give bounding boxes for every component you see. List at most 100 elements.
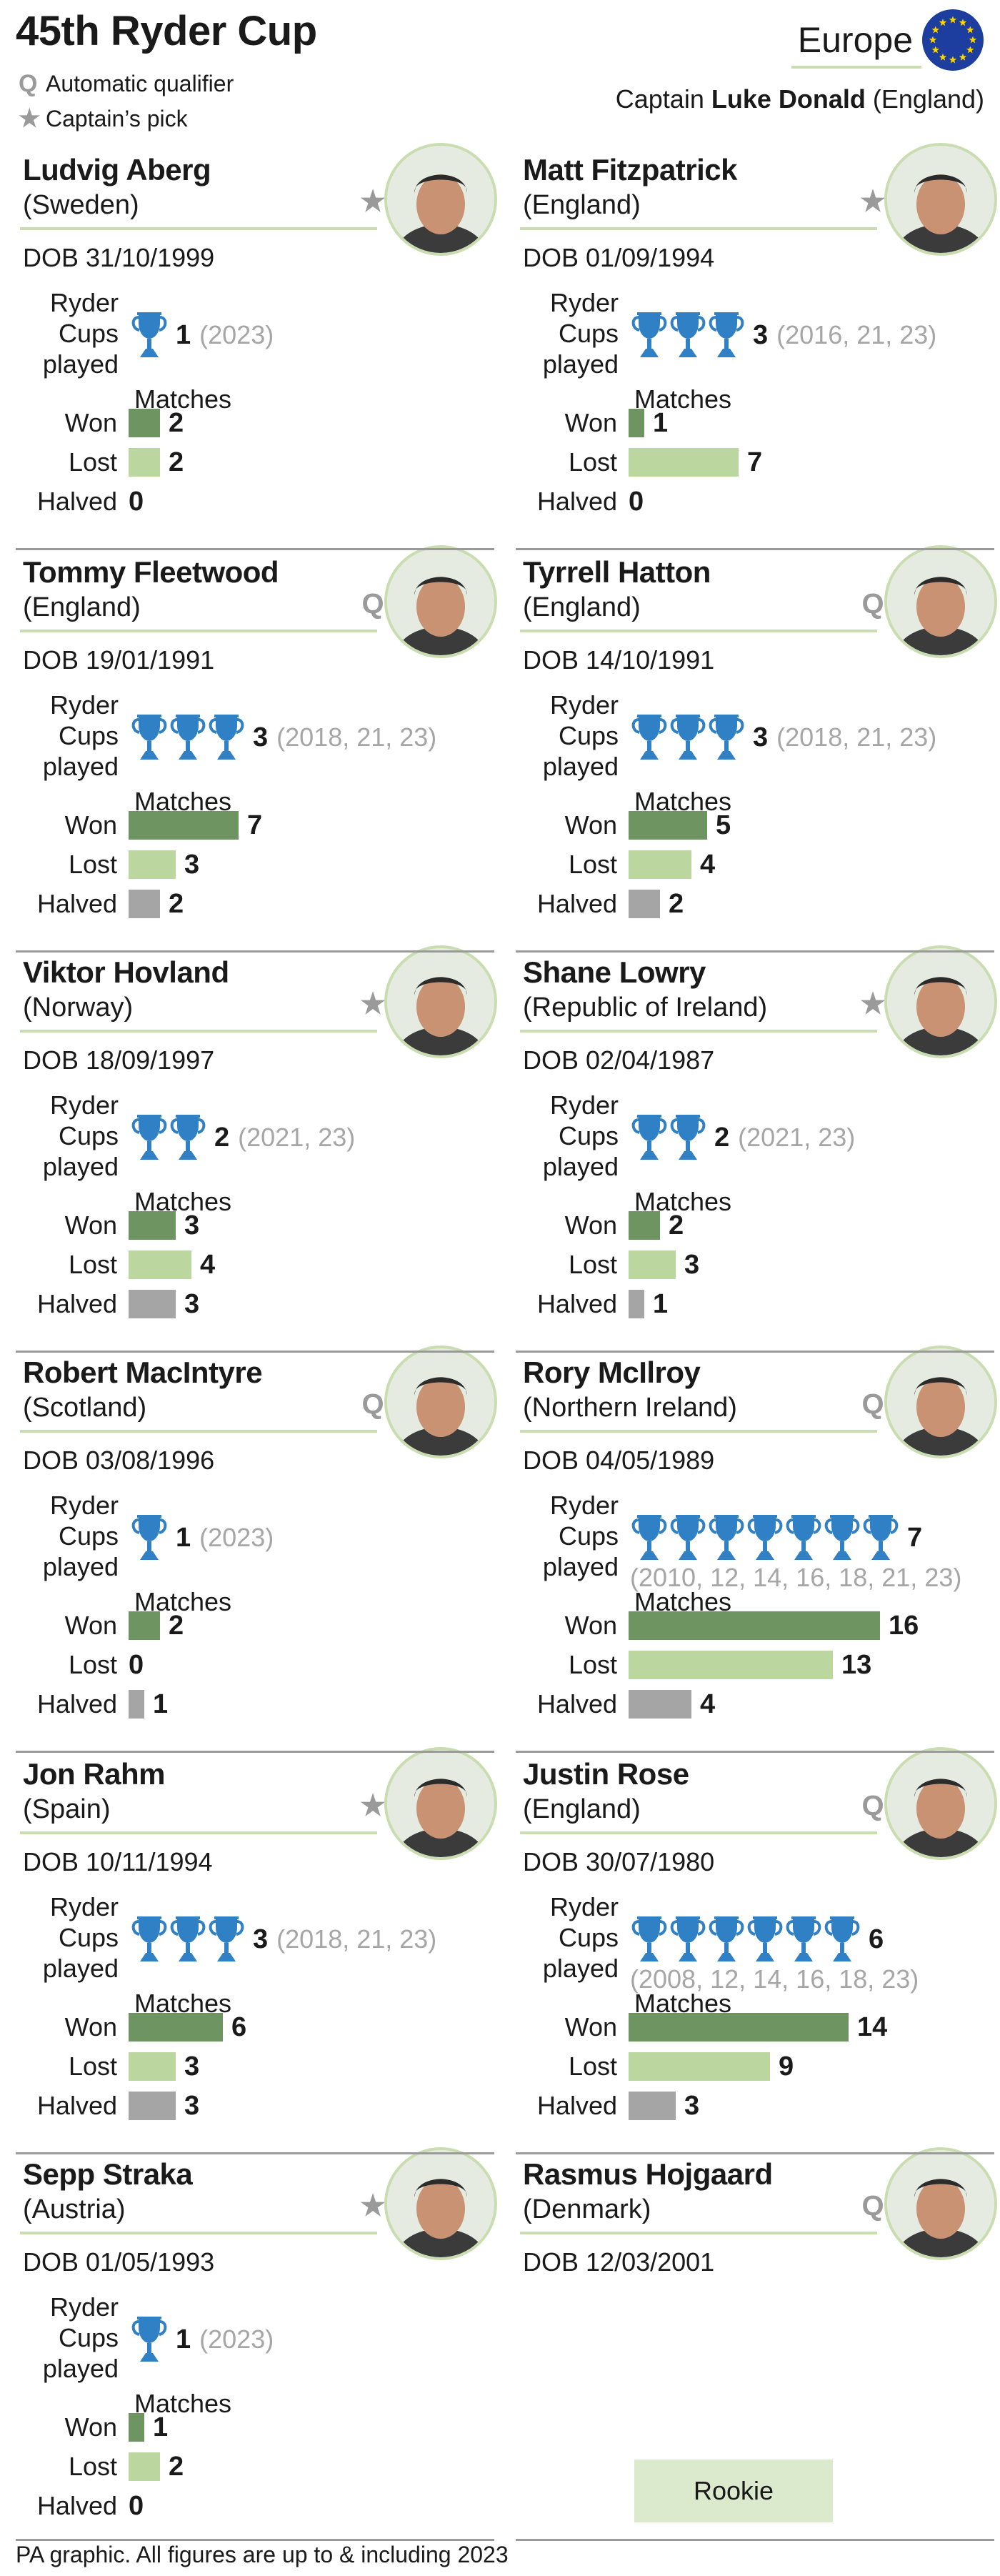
- won-label: Won: [564, 1611, 617, 1640]
- matches-lost-row: Lost 13: [516, 1649, 871, 1681]
- flag-star-icon: [966, 46, 974, 54]
- player-dob: DOB 04/05/1989: [523, 1446, 714, 1476]
- lost-bar: [129, 2052, 176, 2081]
- matches-halved-row: Halved 0: [16, 486, 144, 517]
- player-country: (Austria): [23, 2194, 126, 2224]
- dob-value: 03/08/1996: [86, 1446, 215, 1475]
- player-photo: [384, 1346, 497, 1458]
- ryder-cups-label: Ryder Cups played: [516, 1891, 619, 1984]
- dob-value: 10/11/1994: [86, 1847, 213, 1876]
- player-country: (Sweden): [23, 190, 139, 220]
- ryder-label-line: played: [542, 1954, 619, 1983]
- won-label: Won: [564, 408, 617, 437]
- matches-won-row: Won 5: [516, 810, 731, 841]
- halved-bar: [129, 2092, 176, 2120]
- name-underline: [20, 630, 377, 632]
- ryder-cup-trophies: 3 (2018, 21, 23): [630, 712, 936, 762]
- player-card: Rory McIlroy (Northern Ireland) Q DOB 04/05…: [516, 1346, 1000, 1751]
- ryder-label-line: Cups: [58, 721, 119, 750]
- player-portrait: [887, 548, 994, 655]
- card-divider: [516, 548, 994, 550]
- page-title: 45th Ryder Cup: [16, 8, 317, 54]
- halved-count: 0: [629, 486, 644, 517]
- matches-won-row: Won 3: [16, 1210, 200, 1241]
- player-portrait: [887, 1750, 994, 1857]
- won-label: Won: [564, 810, 617, 840]
- name-underline: [520, 1430, 877, 1433]
- player-dob: DOB 02/04/1987: [523, 1045, 714, 1075]
- ryder-cup-trophy-icon: [131, 1515, 167, 1560]
- captain-line: Captain Luke Donald (England): [616, 84, 984, 114]
- qualifier-badge: Q: [861, 1789, 884, 1821]
- ryder-cup-trophy-icon: [824, 1916, 860, 1961]
- card-divider: [16, 2152, 494, 2154]
- won-count: 2: [669, 1210, 684, 1240]
- flag-star-icon: [931, 26, 939, 34]
- player-portrait: [887, 146, 994, 253]
- won-label: Won: [64, 408, 117, 437]
- ryder-label-line: played: [42, 1152, 119, 1181]
- won-count: 16: [889, 1610, 919, 1641]
- ryder-label-line: Cups: [558, 1923, 619, 1952]
- matches-won-row: Won 14: [516, 2011, 888, 2043]
- ryder-label-line: Ryder: [49, 1892, 119, 1921]
- matches-lost-row: Lost 4: [516, 849, 715, 880]
- won-count: 1: [153, 2412, 169, 2442]
- qualifier-badge: Q: [361, 1388, 384, 1420]
- won-bar: [629, 2013, 849, 2042]
- player-country: (England): [23, 592, 141, 622]
- qualifier-badge: Q: [361, 587, 384, 620]
- qualifier-symbol: Q: [19, 70, 38, 97]
- ryder-cup-trophy-icon: [631, 715, 667, 760]
- ryder-label-line: Cups: [558, 1121, 619, 1150]
- ryder-cup-count: 7: [907, 1522, 923, 1553]
- player-photo: [884, 945, 997, 1058]
- player-dob: DOB 12/03/2001: [523, 2247, 714, 2277]
- ryder-cup-years: (2016, 21, 23): [776, 320, 937, 349]
- dob-value: 30/07/1980: [586, 1847, 715, 1876]
- ryder-cup-trophies: 3 (2018, 21, 23): [130, 1914, 436, 1964]
- lost-bar: [629, 850, 691, 879]
- lost-label: Lost: [68, 2052, 117, 2081]
- won-label: Won: [64, 810, 117, 840]
- ryder-label-line: Cups: [58, 2323, 119, 2352]
- card-divider: [16, 950, 494, 953]
- matches-won-row: Won 1: [516, 407, 669, 439]
- ryder-cups-label: Ryder Cups played: [16, 1891, 119, 1984]
- player-card: Robert MacIntyre (Scotland) Q DOB 03/08/199…: [16, 1346, 501, 1751]
- player-dob: DOB 14/10/1991: [523, 645, 714, 675]
- card-divider: [516, 1351, 994, 1353]
- ryder-cup-years: (2018, 21, 23): [276, 722, 437, 752]
- team-underline: [791, 66, 921, 69]
- ryder-cups-label: Ryder Cups played: [16, 1090, 119, 1182]
- lost-count: 2: [169, 2451, 184, 2482]
- halved-label: Halved: [536, 1289, 617, 1318]
- won-count: 7: [247, 810, 263, 840]
- ryder-cup-trophy-icon: [209, 715, 244, 760]
- flag-star-icon: [969, 36, 977, 44]
- ryder-label-line: played: [42, 349, 119, 379]
- dob-label: DOB: [23, 1045, 79, 1075]
- captains-pick-star-icon: ★: [360, 988, 386, 1020]
- ryder-cups-label: Ryder Cups played: [516, 1090, 619, 1182]
- player-portrait: [387, 1750, 494, 1857]
- matches-lost-row: Lost 4: [16, 1249, 215, 1280]
- halved-count: 2: [669, 888, 684, 919]
- ryder-cup-trophy-icon: [670, 1115, 706, 1160]
- dob-label: DOB: [23, 1446, 79, 1475]
- halved-label: Halved: [536, 889, 617, 918]
- matches-halved-row: Halved 0: [16, 2490, 144, 2522]
- player-country: (Northern Ireland): [523, 1393, 737, 1423]
- ryder-cup-trophy-icon: [670, 1515, 706, 1560]
- card-divider: [516, 2539, 994, 2541]
- halved-label: Halved: [36, 487, 117, 516]
- ryder-cup-count: 2: [214, 1122, 230, 1153]
- won-count: 2: [169, 1610, 184, 1641]
- player-name: Rasmus Hojgaard: [523, 2157, 773, 2191]
- player-country: (Denmark): [523, 2194, 651, 2224]
- player-country: (England): [523, 1794, 641, 1824]
- ryder-label-line: Ryder: [549, 1491, 619, 1520]
- ryder-label-line: played: [542, 1552, 619, 1581]
- lost-bar: [129, 850, 176, 879]
- footnote: PA graphic. All figures are up to & incl…: [16, 2542, 509, 2567]
